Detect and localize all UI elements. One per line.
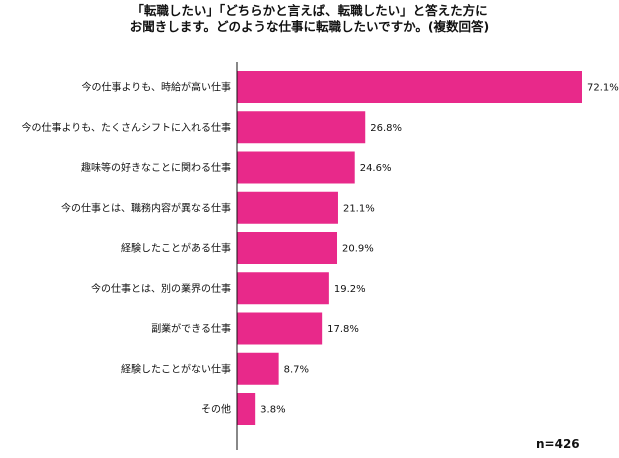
sample-size-note: n=426 (536, 437, 580, 451)
chart-title: 「転職したい」「どちらかと言えば、転職したい」と答えた方に お聞きします。どのよ… (0, 3, 619, 35)
bar-6 (237, 312, 323, 345)
value-label-6: 17.8% (327, 324, 359, 335)
bar-4 (237, 232, 338, 264)
bar-7 (237, 352, 279, 385)
category-label-4: 経験したことがある仕事 (121, 242, 231, 255)
category-label-7: 経験したことがない仕事 (121, 362, 231, 375)
category-label-5: 今の仕事とは、別の業界の仕事 (91, 282, 231, 295)
category-label-0: 今の仕事よりも、時給が高い仕事 (82, 81, 232, 94)
bar-0 (237, 71, 582, 103)
value-label-0: 72.1% (587, 83, 619, 94)
value-label-2: 24.6% (360, 163, 392, 174)
value-label-1: 26.8% (370, 123, 402, 134)
value-label-4: 20.9% (342, 244, 374, 255)
bar-3 (237, 191, 338, 224)
value-label-3: 21.1% (343, 203, 375, 214)
category-label-3: 今の仕事とは、職務内容が異なる仕事 (61, 201, 231, 214)
bar-2 (237, 151, 355, 184)
chart-title-line-2: お聞きします。どのような仕事に転職したいですか。(複数回答) (129, 19, 490, 34)
bar-5 (237, 272, 329, 305)
value-label-8: 3.8% (260, 405, 285, 416)
bar-1 (237, 111, 366, 144)
category-label-6: 副業ができる仕事 (151, 322, 231, 335)
bar-8 (237, 393, 256, 425)
category-label-2: 趣味等の好きなことに関わる仕事 (81, 161, 231, 174)
chart-title-line-1: 「転職したい」「どちらかと言えば、転職したい」と答えた方に (131, 3, 488, 18)
value-label-7: 8.7% (284, 364, 309, 375)
value-label-5: 19.2% (334, 284, 366, 295)
category-label-8: その他 (201, 403, 231, 416)
category-label-1: 今の仕事よりも、たくさんシフトに入れる仕事 (22, 121, 232, 134)
